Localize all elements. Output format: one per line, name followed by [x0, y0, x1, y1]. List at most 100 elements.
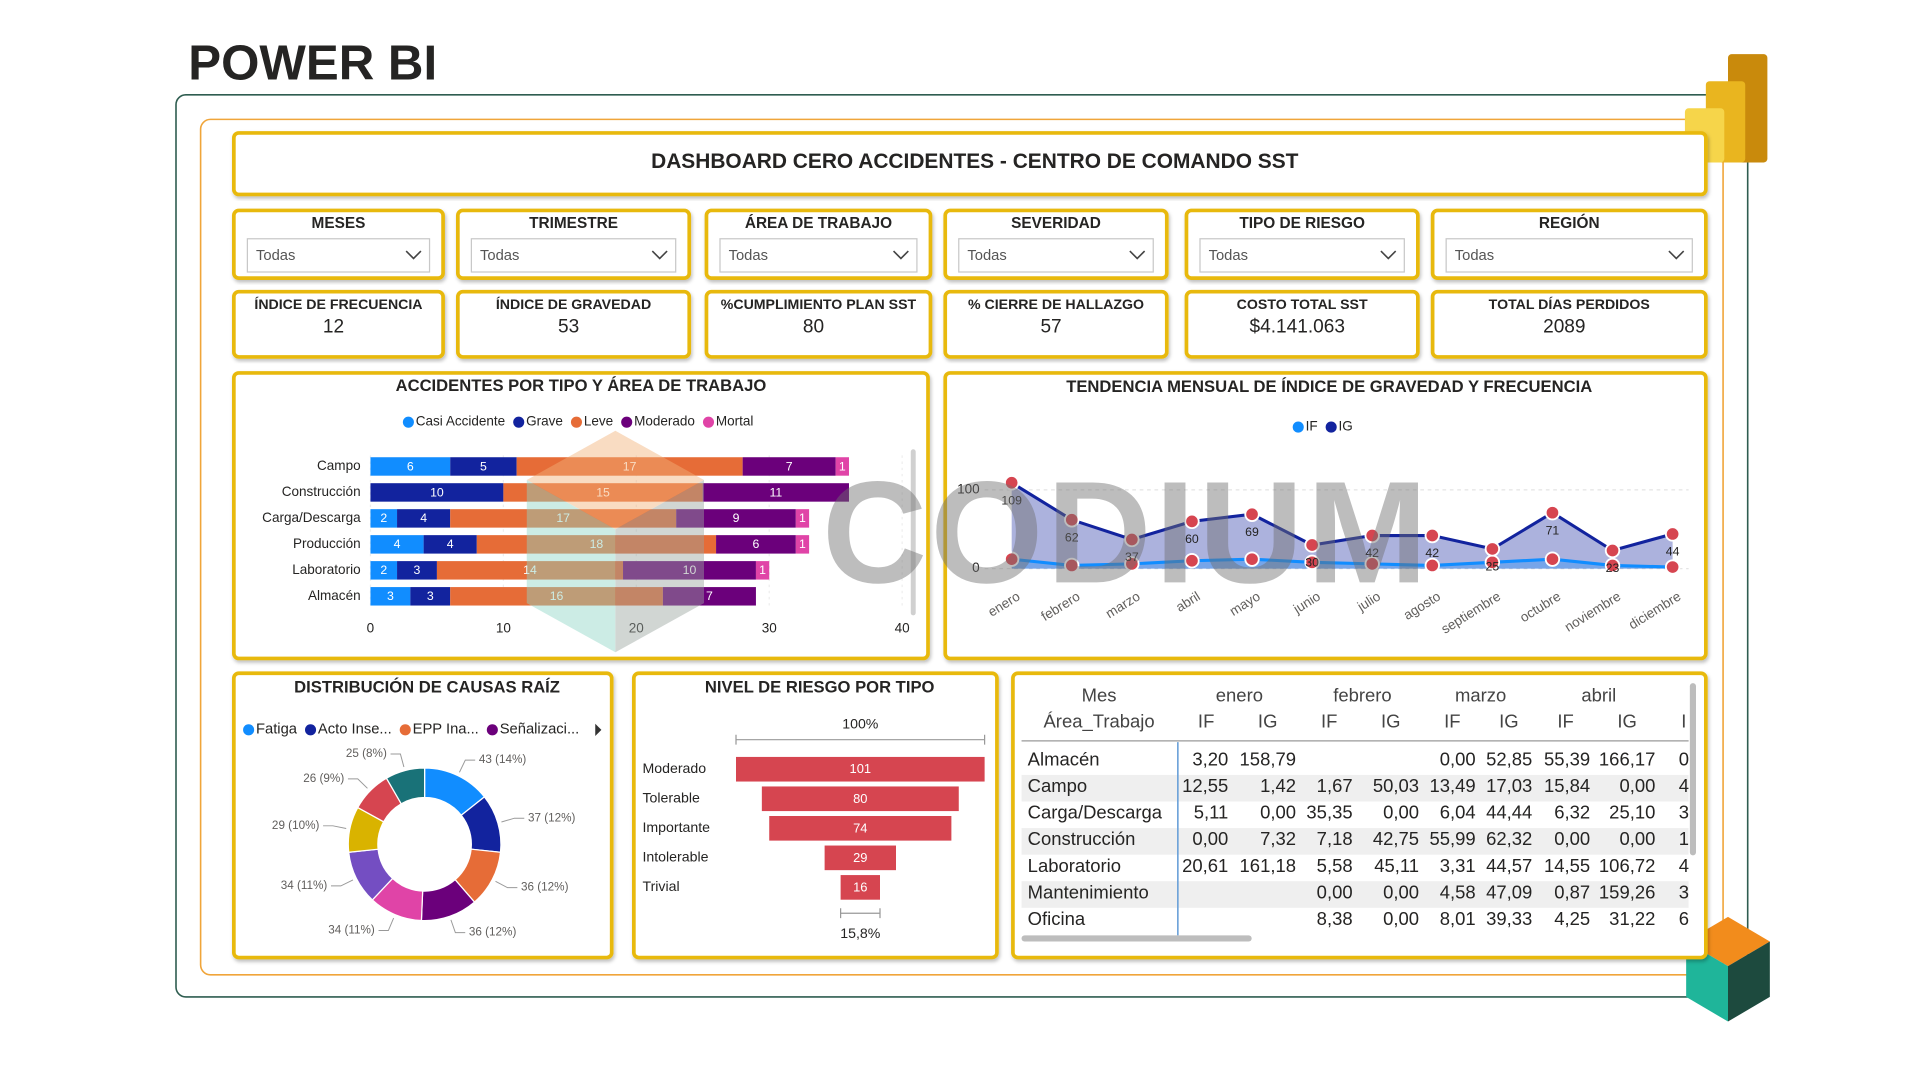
dropdown[interactable]	[246, 238, 431, 273]
bar-segment	[755, 561, 770, 580]
marker	[1424, 557, 1440, 574]
table-cell: 14,55	[1544, 855, 1590, 876]
leader-line	[450, 919, 466, 934]
bar-segment	[370, 587, 411, 606]
bar-segment	[702, 483, 849, 502]
panel	[943, 289, 1169, 359]
funnel-bar	[840, 875, 880, 900]
measure-header: IG	[1381, 710, 1400, 731]
table-cell: 6,04	[1440, 802, 1476, 823]
watermark-cube	[526, 430, 704, 530]
bar-segment	[397, 509, 451, 528]
legend-swatch	[305, 724, 317, 736]
table-cell: 48	[1679, 775, 1700, 796]
data-label: 101	[850, 761, 872, 776]
dropdown-value: Todas	[1209, 248, 1248, 264]
leader-line	[458, 759, 476, 773]
dropdown[interactable]	[719, 238, 918, 273]
measure-header: IG	[1258, 710, 1277, 731]
x-tick-label: 10	[496, 621, 511, 636]
bar-segment	[662, 587, 756, 606]
funnel-bar	[769, 816, 952, 841]
data-label: 109	[1001, 493, 1022, 507]
slice-label: 34 (11%)	[281, 879, 328, 892]
table-cell: 34	[1679, 802, 1700, 823]
bar-segment	[370, 561, 398, 580]
table-cell: 106,72	[1599, 855, 1655, 876]
measure-header: IF	[1557, 710, 1573, 731]
filter-label: SEVERIDAD	[1011, 215, 1101, 232]
marker	[1604, 557, 1621, 574]
funnel-top-label: 100%	[842, 716, 879, 732]
panel	[632, 671, 999, 960]
table-cell: 159,26	[1599, 881, 1655, 902]
scrollbar	[910, 449, 916, 616]
data-label: 74	[853, 820, 867, 835]
row-label: Campo	[1028, 775, 1088, 796]
marker	[1664, 526, 1681, 542]
inner-frame	[199, 118, 1724, 976]
table-cell: 0	[1679, 748, 1689, 769]
legend: IF IG	[1292, 419, 1353, 434]
slice-label: 29 (10%)	[272, 819, 320, 832]
dropdown[interactable]	[1199, 238, 1405, 273]
table-cell: 1,42	[1260, 775, 1296, 796]
logo-face	[1728, 941, 1770, 1022]
data-label: 3	[387, 589, 394, 603]
data-label: 37	[1125, 550, 1139, 564]
legend-label: Fatiga	[256, 722, 298, 738]
line	[1011, 557, 1673, 569]
table-cell: 6,32	[1554, 802, 1590, 823]
marker	[1244, 506, 1260, 522]
bar-segment	[410, 587, 451, 606]
table-cell: 10	[1679, 828, 1700, 849]
chevron	[1380, 250, 1397, 260]
panel	[704, 289, 933, 359]
watermark: CODIUM	[526, 430, 1428, 653]
data-label: 17	[623, 459, 637, 473]
panel	[456, 289, 692, 359]
kpi-value: 57	[1040, 316, 1061, 337]
dropdown[interactable]	[470, 238, 677, 273]
bar-segment	[370, 457, 451, 476]
table-cell: 3,20	[1192, 748, 1228, 769]
slice-label: 34 (11%)	[328, 924, 375, 937]
bar-segment	[450, 587, 663, 606]
row-label: Almacén	[1028, 748, 1100, 769]
data-label: 11	[769, 485, 782, 499]
table-cell: 44,44	[1486, 802, 1532, 823]
marker	[1244, 551, 1260, 567]
month-header: abril	[1581, 684, 1616, 705]
bar-segment	[450, 509, 677, 528]
row-band	[1021, 828, 1689, 855]
data-label: 4	[420, 511, 427, 525]
table-cell: 7,18	[1317, 828, 1353, 849]
legend-swatch	[702, 416, 715, 428]
month-header: enero	[1216, 684, 1263, 705]
kpi-value: 2089	[1543, 316, 1585, 337]
slice-label: 43 (14%)	[479, 753, 527, 766]
leader-line	[501, 817, 525, 823]
table-cell: 37	[1679, 881, 1700, 902]
data-label: 1	[839, 459, 846, 473]
filter-label: TIPO DE RIESGO	[1239, 215, 1365, 232]
category-label: Tolerable	[642, 790, 700, 806]
data-label: 4	[447, 537, 454, 551]
table-cell: 0,87	[1554, 881, 1590, 902]
table-cell: 15,84	[1544, 775, 1590, 796]
dropdown[interactable]	[958, 238, 1154, 273]
marker	[1544, 504, 1561, 521]
leader-line	[390, 753, 405, 768]
dropdown-value: Todas	[729, 248, 768, 264]
table-cell: 8,38	[1317, 908, 1353, 929]
data-label: 18	[590, 537, 604, 551]
dropdown[interactable]	[1445, 238, 1693, 273]
table-cell: 0,00	[1383, 802, 1419, 823]
chevron	[1129, 250, 1146, 260]
category-label: Almacén	[308, 588, 361, 603]
logo-face	[1686, 941, 1728, 1022]
bar-segment	[676, 509, 796, 528]
table-cell: 13,49	[1430, 775, 1476, 796]
kpi-value: 53	[558, 316, 579, 337]
